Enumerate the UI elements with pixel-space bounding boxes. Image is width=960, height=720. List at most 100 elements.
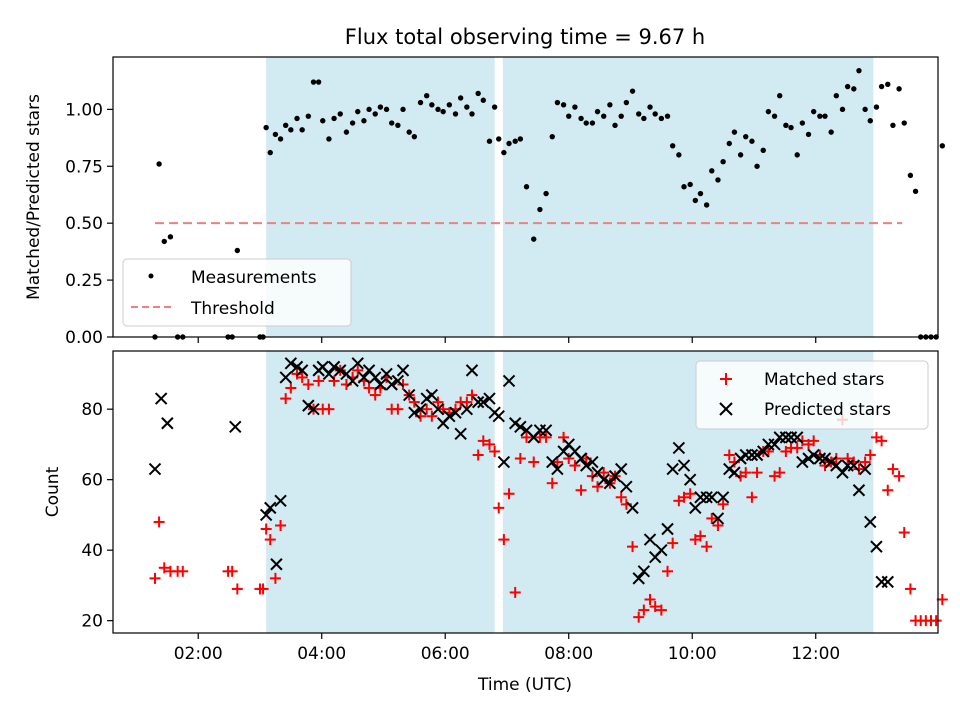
measurement-point	[543, 190, 549, 197]
matched-star-point	[551, 456, 563, 468]
measurement-point	[878, 83, 885, 90]
predicted-star-point	[295, 364, 309, 377]
legend-matched-label: Matched stars	[764, 370, 884, 390]
x-b	[818, 452, 832, 465]
bottom-y-axis-ticks: 20 40 60 80	[81, 400, 113, 632]
y-tick-label: 1.00	[65, 100, 103, 120]
x-b	[391, 374, 405, 388]
predicted-star-point	[700, 491, 713, 504]
x-b	[259, 508, 273, 522]
measurement-point	[263, 124, 269, 131]
measurement-point	[377, 104, 384, 110]
matched-star-point	[231, 583, 243, 595]
measurement-point	[446, 102, 453, 108]
x-b	[362, 364, 376, 377]
shaded-interval-0	[266, 351, 495, 633]
predicted-star-point	[346, 374, 359, 388]
measurement-point	[383, 106, 390, 113]
predicted-star-point	[539, 424, 553, 437]
matched-star-point	[275, 519, 287, 531]
matched-star-point	[633, 611, 645, 623]
predicted-star-point	[818, 452, 832, 465]
measurement-point	[372, 111, 378, 117]
x-b	[471, 395, 485, 409]
predicted-star-point	[307, 402, 320, 416]
predicted-star-point	[385, 378, 398, 391]
predicted-star-point	[870, 540, 883, 553]
matched-star-point	[904, 583, 916, 595]
x-b	[546, 455, 559, 469]
x-b	[591, 466, 604, 479]
y-tick-label: 60	[81, 471, 103, 491]
top-shaded-intervals	[266, 57, 874, 337]
measurement-point	[486, 138, 493, 144]
measurement-point	[822, 113, 828, 119]
matched-star-point	[421, 403, 433, 415]
measurement-point	[277, 136, 284, 142]
measurement-point	[754, 163, 760, 169]
measurement-point	[331, 115, 337, 122]
measurement-point	[389, 120, 395, 126]
x-b	[539, 424, 553, 437]
predicted-star-point	[757, 445, 770, 458]
measurement-point	[156, 161, 162, 167]
x-b	[643, 533, 657, 546]
x-b	[274, 494, 287, 508]
x-b	[870, 540, 883, 553]
top-legend: Measurements Threshold	[122, 258, 352, 327]
x-b	[683, 473, 697, 486]
matched-star-point	[540, 431, 552, 443]
x-b	[620, 480, 633, 493]
predicted-star-point	[279, 371, 292, 384]
matched-star-point	[842, 453, 854, 465]
measurement-point	[737, 152, 744, 158]
x-b	[295, 364, 309, 377]
x-b	[396, 364, 410, 377]
predicted-star-point	[683, 473, 697, 486]
matched-star-point	[369, 389, 381, 401]
x-b	[757, 445, 770, 458]
predicted-star-point	[380, 367, 393, 381]
x-b	[677, 459, 691, 472]
x-b	[615, 462, 628, 476]
matched-star-point	[153, 516, 165, 528]
x-b	[351, 357, 364, 370]
measurement-point	[361, 118, 367, 124]
matched-star-point	[762, 445, 774, 457]
predicted-star-point	[768, 438, 781, 451]
measurement-point	[867, 118, 873, 124]
matched-star-point	[546, 477, 558, 489]
x-b	[700, 491, 713, 504]
measurement-point	[423, 92, 430, 99]
x-b	[408, 406, 421, 419]
predicted-star-point	[728, 466, 741, 479]
measurement-point	[435, 106, 441, 113]
x-b	[864, 515, 877, 529]
x-axis-label: Time (UTC)	[477, 675, 572, 695]
matched-star-point	[158, 562, 170, 574]
matched-star-point	[694, 530, 706, 542]
measurement-point	[560, 102, 567, 108]
y-tick-label: 0.00	[65, 328, 103, 348]
predicted-star-point	[396, 364, 410, 377]
measurement-point	[512, 138, 518, 144]
measurement-point	[703, 202, 710, 208]
predicted-star-point	[497, 455, 511, 469]
x-b	[716, 491, 730, 504]
x-b	[672, 441, 686, 455]
measurement-point	[760, 147, 766, 154]
x-b	[813, 452, 827, 465]
top-x-axis-ticks	[197, 337, 817, 343]
legend-predicted-marker	[719, 402, 733, 416]
measurement-point	[743, 133, 749, 140]
measurement-point	[583, 120, 589, 126]
measurement-point	[799, 120, 806, 126]
x-b	[302, 399, 315, 412]
predicted-star-point	[148, 462, 162, 476]
measurement-point	[294, 115, 300, 122]
matched-star-point	[302, 378, 314, 390]
y-tick-label: 80	[81, 400, 103, 420]
matched-star-point	[563, 453, 575, 465]
measurement-point	[939, 143, 946, 149]
measurement-point	[395, 122, 401, 128]
